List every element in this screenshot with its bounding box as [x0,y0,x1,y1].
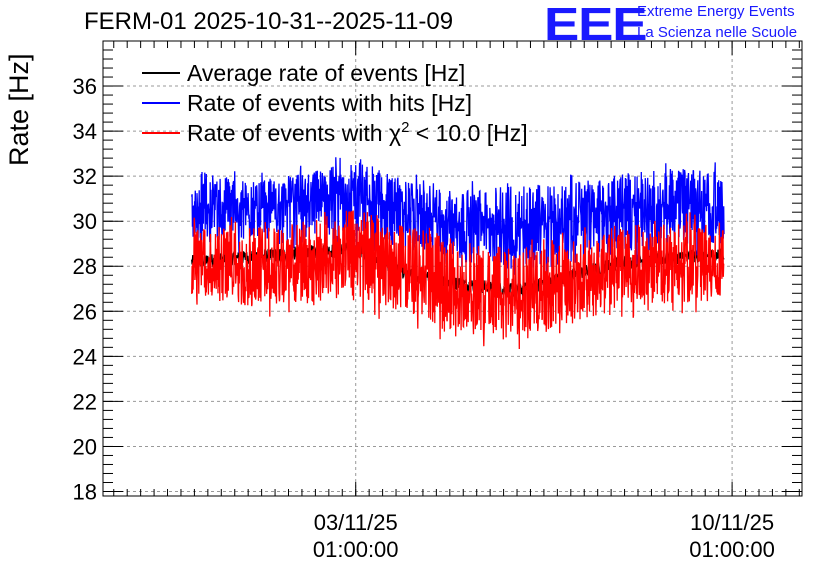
x-tick-label-date: 03/11/25 [314,510,398,535]
legend-label: Rate of events with χ2 < 10.0 [Hz] [187,119,528,146]
y-tick-label: 28 [73,254,97,279]
legend-label: Average rate of events [Hz] [187,60,465,86]
y-tick-label: 26 [73,299,97,324]
series-line [191,210,725,350]
eee-logo-mark: EEE [544,0,648,50]
y-tick-label: 22 [73,389,97,414]
y-tick-label: 24 [73,344,97,369]
y-tick-label: 18 [73,479,97,504]
y-axis-label: Rate [Hz] [4,53,34,166]
logo-line-1: Extreme Energy Events [637,3,795,20]
y-tick-label: 30 [73,209,97,234]
legend-label: Rate of events with hits [Hz] [187,90,472,116]
logo-line-2: La Scienza nelle Scuole [637,24,798,41]
y-tick-label: 34 [73,119,97,144]
x-tick-label-time: 01:00:00 [313,537,399,562]
y-tick-label: 32 [73,164,97,189]
chart-title: FERM-01 2025-10-31--2025-11-09 [84,8,454,35]
y-tick-label: 20 [73,434,97,459]
plot-frame [102,40,803,497]
x-tick-label-time: 01:00:00 [689,537,775,562]
y-tick-label: 36 [73,74,97,99]
x-tick-label-date: 10/11/25 [690,510,774,535]
